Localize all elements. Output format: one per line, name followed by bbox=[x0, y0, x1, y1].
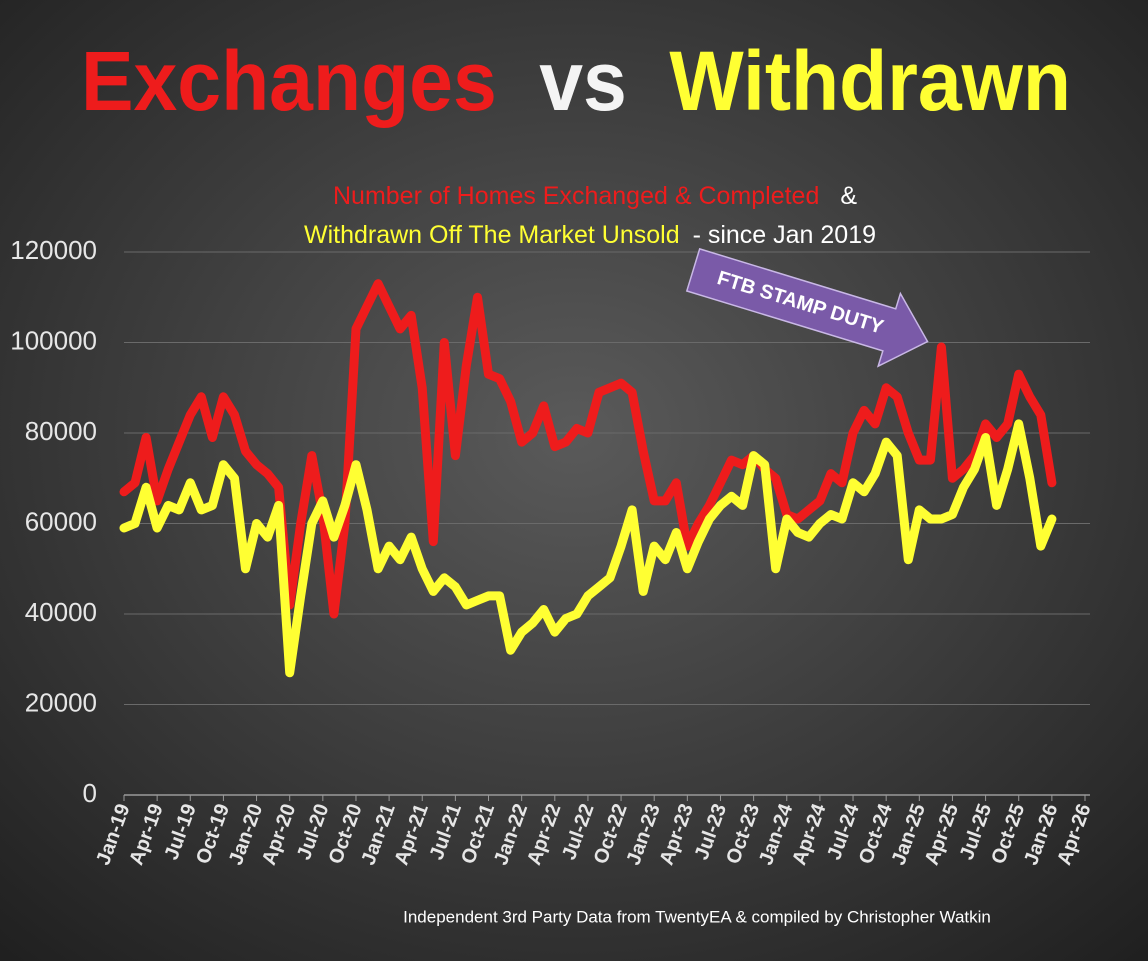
y-tick-label: 40000 bbox=[25, 597, 97, 627]
subtitle-part: Withdrawn Off The Market Unsold bbox=[304, 221, 680, 249]
subtitle: Number of Homes Exchanged & Completed & bbox=[333, 182, 857, 210]
title-part: vs bbox=[539, 34, 627, 128]
subtitle-part: - since Jan 2019 bbox=[693, 221, 876, 249]
subtitle-part: & bbox=[840, 182, 857, 210]
y-tick-label: 60000 bbox=[25, 506, 97, 536]
subtitle: Withdrawn Off The Market Unsold - since … bbox=[304, 221, 876, 249]
y-tick-label: 20000 bbox=[25, 687, 97, 717]
y-tick-label: 80000 bbox=[25, 416, 97, 446]
y-tick-label: 0 bbox=[83, 778, 97, 808]
title-part: Withdrawn bbox=[669, 34, 1071, 128]
chart-title: Exchanges vs Withdrawn bbox=[81, 34, 1071, 128]
title-part: Exchanges bbox=[81, 34, 497, 128]
source-note: Independent 3rd Party Data from TwentyEA… bbox=[403, 907, 991, 926]
series-line bbox=[119, 419, 1057, 678]
annotation-arrow bbox=[685, 247, 929, 368]
y-tick-label: 100000 bbox=[10, 325, 97, 355]
y-tick-label: 120000 bbox=[10, 235, 97, 265]
subtitle-part: Number of Homes Exchanged & Completed bbox=[333, 182, 819, 210]
series-line bbox=[119, 279, 1057, 619]
